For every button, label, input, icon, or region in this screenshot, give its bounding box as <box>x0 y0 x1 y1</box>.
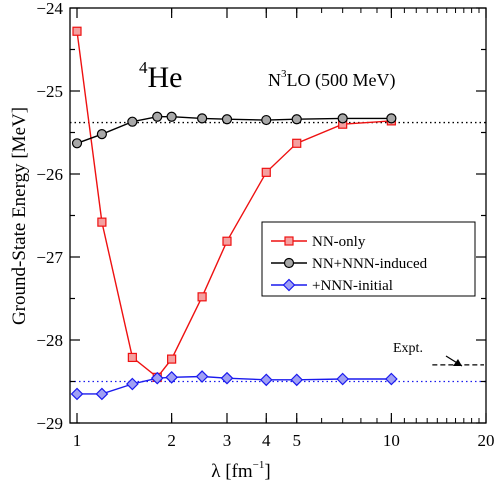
data-point <box>292 138 302 148</box>
data-point <box>96 129 107 140</box>
y-tick-label: −25 <box>36 82 63 101</box>
data-point <box>259 373 273 387</box>
data-point <box>222 236 232 246</box>
series-nn-nnn-induced <box>71 111 397 149</box>
data-point <box>95 387 109 401</box>
legend-label: NN-only <box>312 234 366 250</box>
x-tick-label: 20 <box>478 431 495 450</box>
y-tick-label: −26 <box>36 165 63 184</box>
x-tick-label: 10 <box>383 431 400 450</box>
legend-label: +NNN-initial <box>312 278 393 294</box>
data-point <box>167 354 177 364</box>
chart-subtitle: N3LO (500 MeV) <box>268 68 395 91</box>
experiment-marker: Expt. <box>393 341 484 367</box>
y-tick-label: −28 <box>36 331 63 350</box>
chart-title-main: He <box>148 61 183 94</box>
data-point <box>337 113 348 124</box>
x-tick-label: 3 <box>223 431 232 450</box>
series-nnn-initial <box>70 370 398 401</box>
expt-label: Expt. <box>393 341 423 356</box>
data-point <box>261 167 271 177</box>
data-point <box>72 26 82 36</box>
data-point <box>165 371 178 384</box>
legend-label: NN+NNN-induced <box>312 256 428 272</box>
data-point <box>197 292 207 302</box>
chart-title: 4He <box>139 58 182 94</box>
data-point <box>261 114 272 126</box>
data-point <box>152 111 163 122</box>
chart-title-sup: 4 <box>139 58 148 77</box>
x-tick-label: 1 <box>73 431 82 450</box>
chart-subtitle-post: LO (500 MeV) <box>287 70 396 91</box>
reference-lines <box>70 121 486 383</box>
y-tick-label: −24 <box>36 0 63 18</box>
y-tick-label: −29 <box>36 414 63 433</box>
data-point <box>221 114 233 125</box>
x-tick-label: 4 <box>262 431 271 450</box>
data-point <box>284 236 294 246</box>
data-point <box>336 372 350 386</box>
data-point <box>385 372 398 386</box>
series-layer <box>70 26 398 401</box>
data-point <box>283 257 295 269</box>
data-point <box>127 352 137 363</box>
data-point <box>166 111 177 122</box>
x-tick-label: 2 <box>167 431 176 450</box>
legend-box <box>261 221 476 297</box>
x-axis-label-sup: −1 <box>253 459 265 471</box>
data-point <box>386 113 397 124</box>
data-point <box>282 278 296 292</box>
data-point <box>150 371 164 385</box>
data-point <box>126 377 139 391</box>
data-point <box>97 217 107 227</box>
legend: NN-only NN+NNN-induced +NNN-initial <box>261 221 476 297</box>
chart-subtitle-pre: N <box>268 70 281 90</box>
chart-subtitle-sup: 3 <box>281 68 287 80</box>
data-point <box>70 387 84 401</box>
data-point <box>220 371 234 385</box>
data-point <box>290 373 304 387</box>
y-tick-label: −27 <box>36 248 63 267</box>
axes-layer: 1 2 3 4 5 10 20 −24 −25 −26 −27 −28 −29 <box>36 0 494 450</box>
x-axis-label: λ [fm−1] <box>211 459 270 482</box>
data-point <box>127 116 138 127</box>
data-point <box>291 114 302 125</box>
data-point <box>71 138 83 149</box>
data-point <box>195 370 209 383</box>
x-axis-label-post: ] <box>264 461 270 482</box>
y-axis-label: Ground-State Energy [MeV] <box>9 107 30 325</box>
data-point <box>197 113 208 124</box>
x-axis-label-pre: λ [fm <box>211 461 253 482</box>
x-tick-label: 5 <box>292 431 301 450</box>
